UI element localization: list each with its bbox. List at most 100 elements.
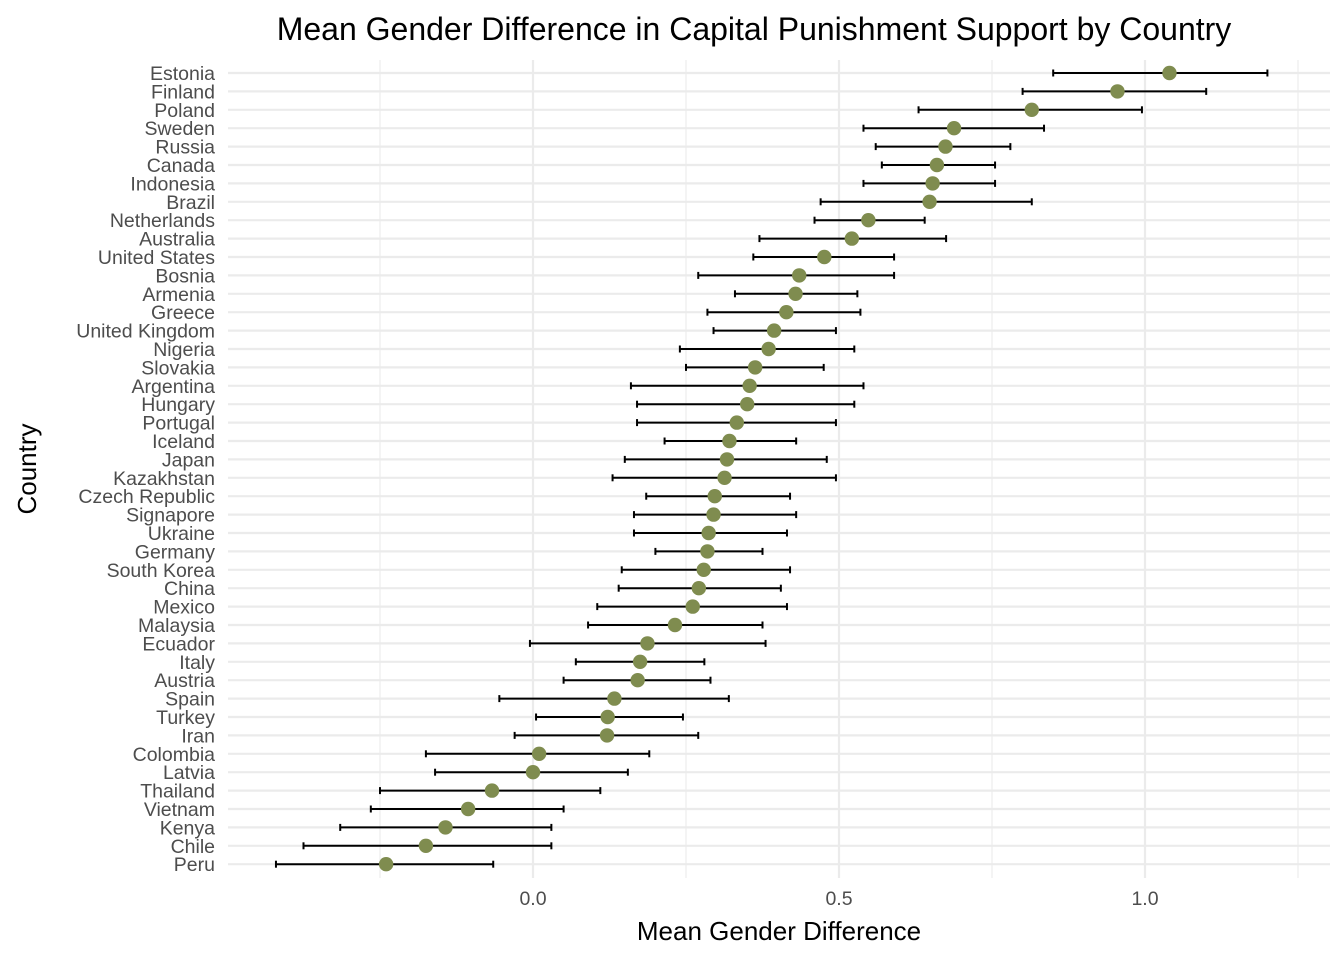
error-bar — [1052, 69, 1269, 77]
data-point — [788, 286, 803, 301]
y-tick-label: Mexico — [153, 597, 215, 619]
y-tick-label: Iran — [181, 725, 215, 747]
y-tick-label: Vietnam — [144, 799, 215, 821]
data-point — [717, 470, 732, 485]
y-tick-label: Russia — [155, 137, 215, 159]
y-tick-label: Armenia — [142, 284, 215, 306]
y-tick-labels: EstoniaFinlandPolandSwedenRussiaCanadaIn… — [76, 63, 215, 876]
data-point — [632, 654, 648, 669]
data-point — [817, 249, 832, 265]
data-point — [922, 194, 937, 209]
grid — [228, 60, 1330, 878]
data-point — [729, 415, 744, 430]
y-tick-label: Japan — [162, 449, 215, 471]
y-tick-label: Poland — [154, 100, 215, 122]
data-point — [701, 525, 716, 541]
data-point — [779, 305, 794, 320]
y-tick-label: Turkey — [156, 707, 215, 729]
data-point — [700, 544, 715, 559]
x-axis-title: Mean Gender Difference — [637, 916, 921, 946]
y-tick-label: Finland — [151, 81, 215, 103]
y-tick-label: Latvia — [163, 762, 215, 784]
chart-title: Mean Gender Difference in Capital Punish… — [277, 11, 1232, 47]
data-point — [667, 617, 683, 633]
data-point — [707, 489, 722, 504]
y-tick-label: Ecuador — [142, 633, 215, 655]
data-point — [691, 581, 707, 596]
data-point — [484, 783, 500, 798]
y-tick-label: Austria — [154, 670, 215, 692]
y-tick-label: Ukraine — [148, 523, 215, 545]
x-tick-label: 1.0 — [1131, 888, 1158, 910]
y-tick-label: Malaysia — [138, 615, 215, 637]
y-tick-label: Spain — [165, 689, 215, 711]
y-tick-label: Portugal — [142, 413, 215, 435]
error-bars — [274, 69, 1269, 868]
data-point — [844, 231, 860, 246]
y-tick-label: United States — [98, 247, 215, 269]
data-point — [740, 397, 755, 412]
y-tick-label: Czech Republic — [78, 486, 215, 508]
data-point — [938, 139, 953, 154]
y-tick-label: Italy — [179, 652, 215, 674]
y-tick-label: China — [164, 578, 215, 600]
x-tick-labels: 0.0 0.5 1.0 — [519, 888, 1158, 910]
data-point — [696, 562, 711, 577]
data-point — [378, 857, 394, 872]
data-point — [607, 691, 622, 706]
data-point — [742, 378, 757, 393]
points — [378, 65, 1177, 872]
data-point — [722, 433, 737, 449]
data-point — [706, 507, 721, 522]
data-point — [925, 176, 940, 191]
data-point — [640, 636, 655, 651]
y-tick-label: Germany — [135, 541, 215, 563]
data-point — [747, 360, 763, 375]
y-tick-label: Chile — [171, 836, 215, 858]
y-tick-label: United Kingdom — [76, 321, 215, 343]
y-tick-label: Peru — [174, 854, 215, 876]
y-tick-label: Sweden — [145, 118, 215, 140]
y-tick-label: Hungary — [141, 394, 215, 416]
y-tick-label: Estonia — [150, 63, 215, 85]
data-point — [861, 213, 876, 228]
data-point — [460, 801, 476, 817]
x-tick-label: 0.5 — [825, 888, 852, 910]
data-point — [792, 268, 807, 283]
y-tick-label: Brazil — [166, 192, 215, 214]
data-point — [418, 838, 434, 853]
data-point — [946, 121, 962, 136]
y-tick-label: Australia — [139, 229, 215, 251]
data-point — [600, 709, 615, 725]
y-tick-label: Slovakia — [141, 357, 215, 379]
y-tick-label: Nigeria — [153, 339, 215, 361]
data-point — [525, 765, 541, 780]
y-tick-label: Kazakhstan — [113, 468, 215, 490]
data-point — [929, 157, 945, 173]
data-point — [1162, 65, 1177, 81]
y-tick-label: Signapore — [126, 505, 215, 527]
y-tick-label: Indonesia — [130, 173, 215, 195]
y-tick-label: South Korea — [107, 560, 216, 582]
data-point — [531, 746, 547, 761]
data-point — [719, 452, 735, 467]
y-tick-label: Canada — [147, 155, 215, 177]
data-point — [766, 323, 782, 338]
y-tick-label: Thailand — [140, 781, 215, 803]
data-point — [599, 728, 615, 743]
data-point — [630, 673, 645, 688]
y-tick-label: Bosnia — [155, 265, 215, 287]
data-point — [1110, 84, 1125, 99]
y-tick-label: Iceland — [152, 431, 215, 453]
data-point — [438, 820, 453, 835]
y-tick-label: Argentina — [132, 376, 216, 398]
y-tick-label: Colombia — [133, 744, 216, 766]
data-point — [1024, 102, 1039, 118]
y-tick-label: Netherlands — [110, 210, 215, 232]
data-point — [761, 341, 776, 357]
x-tick-label: 0.0 — [519, 888, 546, 910]
y-tick-label: Kenya — [160, 817, 215, 839]
y-tick-label: Greece — [151, 302, 215, 324]
